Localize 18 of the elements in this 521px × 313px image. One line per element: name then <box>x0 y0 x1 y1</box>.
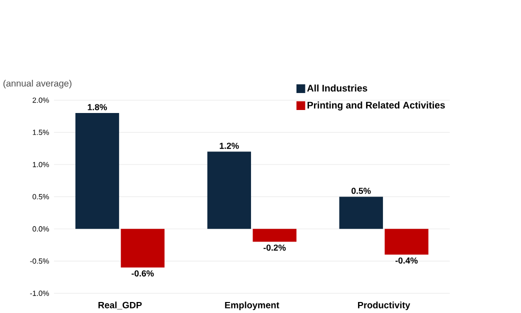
bar <box>339 196 383 229</box>
data-label: 0.5% <box>352 188 371 194</box>
data-label: -0.6% <box>132 270 154 276</box>
legend-label: All Industries <box>307 84 368 92</box>
bar <box>120 228 165 268</box>
bar <box>384 228 428 255</box>
data-label: -0.2% <box>264 244 286 251</box>
y-axis-title: (annual average) <box>3 80 72 88</box>
legend-label: Printing and Related Activities <box>308 102 445 110</box>
data-label: 1.8% <box>88 104 107 110</box>
x-tick-label: Productivity <box>358 302 410 310</box>
data-label: -0.4% <box>396 257 418 264</box>
x-tick-label: Employment <box>225 302 280 310</box>
bar <box>207 152 252 229</box>
data-label: 1.2% <box>220 142 239 149</box>
x-tick-label: Real_GDP <box>98 302 142 310</box>
bar <box>252 228 296 242</box>
bar <box>75 113 120 229</box>
